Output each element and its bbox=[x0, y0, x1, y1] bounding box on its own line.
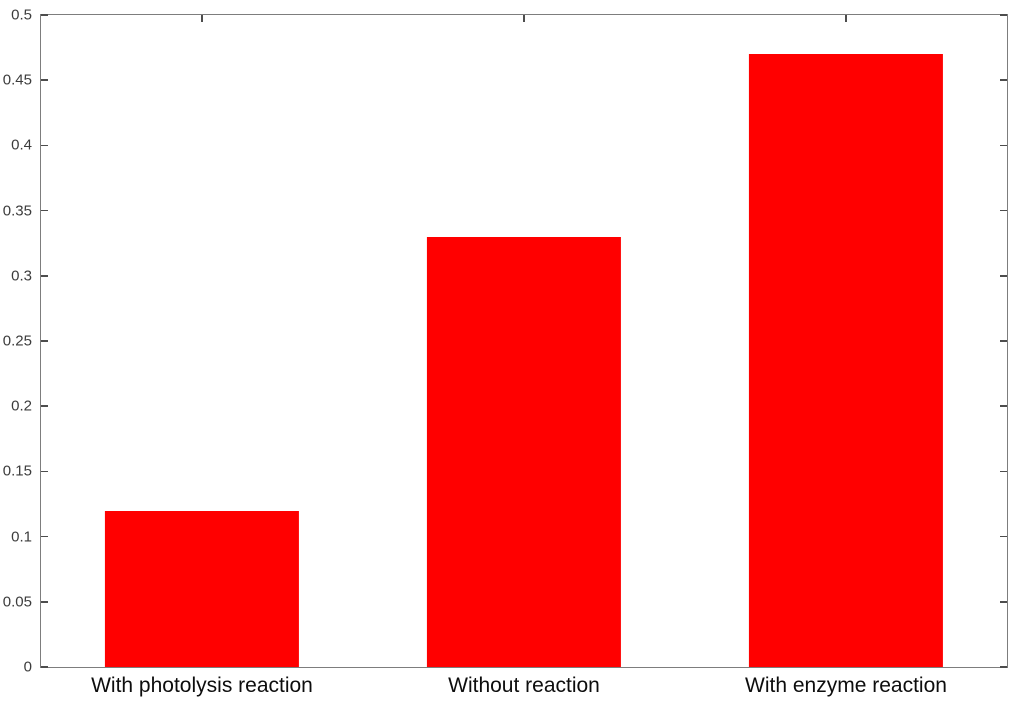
y-tick-mark-left bbox=[41, 144, 48, 147]
y-tick-mark-right bbox=[1000, 209, 1007, 212]
y-tick-mark-left bbox=[41, 666, 48, 668]
y-tick-mark-right bbox=[1000, 470, 1007, 473]
x-tick-mark-top bbox=[845, 15, 847, 22]
y-tick-label: 0.45 bbox=[2, 71, 32, 89]
y-tick-label: 0.2 bbox=[11, 397, 32, 415]
y-tick-mark-left bbox=[41, 470, 48, 473]
x-category-label: Without reaction bbox=[448, 674, 600, 697]
y-tick-label: 0.25 bbox=[2, 332, 32, 350]
bar bbox=[104, 510, 300, 667]
x-tick-mark-top bbox=[201, 15, 203, 22]
x-category-label: With enzyme reaction bbox=[745, 674, 947, 697]
y-tick-mark-left bbox=[41, 275, 48, 277]
y-tick-mark-right bbox=[1000, 340, 1007, 342]
y-tick-label: 0.5 bbox=[11, 6, 32, 24]
bar bbox=[426, 236, 622, 667]
y-tick-mark-left bbox=[41, 535, 48, 538]
x-tick-mark-top bbox=[523, 15, 525, 22]
y-tick-label: 0.4 bbox=[11, 136, 32, 154]
x-category-label: With photolysis reaction bbox=[91, 674, 313, 697]
y-tick-label: 0.3 bbox=[11, 267, 32, 285]
y-tick-mark-left bbox=[41, 79, 48, 81]
y-tick-mark-right bbox=[1000, 601, 1007, 603]
y-tick-label: 0.05 bbox=[2, 593, 32, 611]
y-tick-mark-right bbox=[1000, 144, 1007, 147]
y-tick-label: 0 bbox=[23, 658, 32, 676]
y-tick-mark-left bbox=[41, 14, 48, 16]
y-tick-mark-right bbox=[1000, 14, 1007, 16]
y-tick-mark-right bbox=[1000, 79, 1007, 81]
y-tick-label: 0.1 bbox=[11, 528, 32, 546]
y-tick-mark-right bbox=[1000, 405, 1007, 407]
plot-area: 0 0.05 0.1 0.15 0.2 0.25 0.3 0.35 0.4 0.45 0.5 With… bbox=[3, 8, 1008, 697]
y-tick-mark-left bbox=[41, 601, 48, 603]
y-tick-mark-right bbox=[1000, 275, 1007, 277]
y-tick-mark-left bbox=[41, 405, 48, 407]
bar bbox=[748, 54, 944, 667]
y-tick-label: 0.35 bbox=[2, 202, 32, 220]
y-tick-mark-left bbox=[41, 340, 48, 342]
y-tick-mark-right bbox=[1000, 535, 1007, 538]
y-tick-mark-left bbox=[41, 209, 48, 212]
y-tick-label: 0.15 bbox=[2, 462, 32, 480]
y-tick-mark-right bbox=[1000, 666, 1007, 668]
